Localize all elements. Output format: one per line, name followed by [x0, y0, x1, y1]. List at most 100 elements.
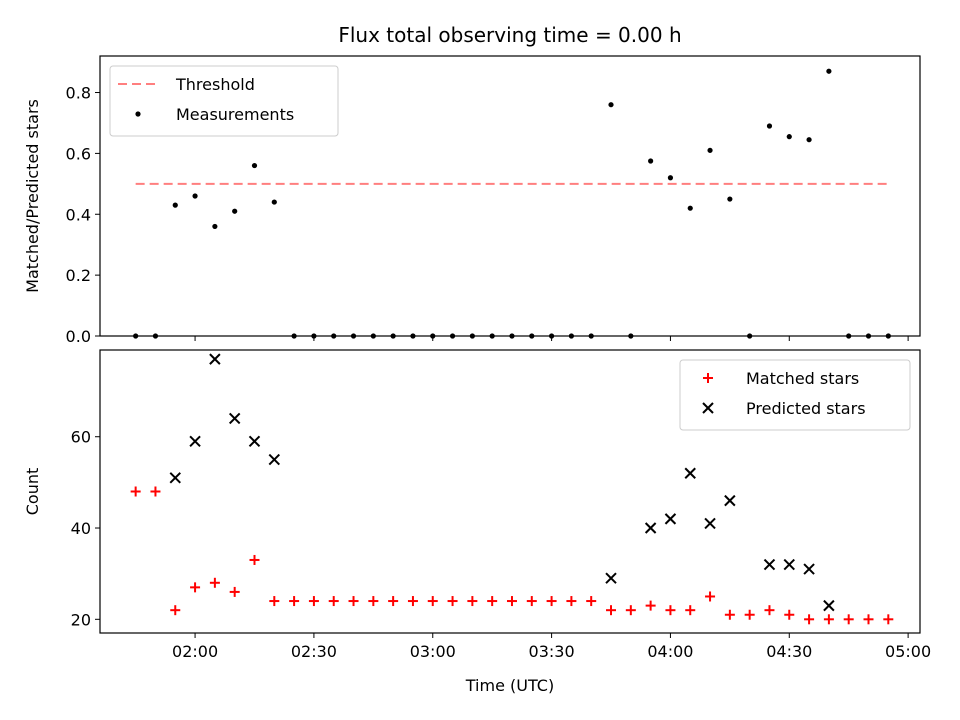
matched-star-point	[209, 577, 220, 588]
x-tick-label: 02:00	[172, 642, 218, 661]
measurement-point	[608, 102, 614, 108]
x-tick-label: 02:30	[291, 642, 337, 661]
legend-label: Measurements	[176, 105, 294, 124]
legend-label: Threshold	[175, 75, 255, 94]
measurement-point	[331, 333, 337, 339]
x-b	[644, 522, 657, 534]
matched-star-point	[190, 582, 201, 593]
predicted-star-point	[228, 412, 241, 425]
y-tick-label: 0.0	[66, 327, 91, 346]
predicted-star-point	[664, 513, 677, 525]
legend: Threshold Measurements	[109, 65, 339, 137]
y-tick-label: 0.4	[66, 205, 91, 224]
y-tick-label: 0.2	[66, 266, 91, 285]
measurement-point	[509, 333, 515, 339]
measurement-point	[707, 147, 713, 153]
x-tick-label: 05:00	[885, 642, 931, 661]
measurement-point	[529, 333, 535, 339]
predicted-star-point	[605, 572, 617, 584]
x-tick-label: 03:30	[529, 642, 575, 661]
measurement-point	[370, 333, 376, 339]
measurement-point	[152, 333, 159, 339]
matched-star-point	[764, 605, 775, 616]
y-tick-label: 40	[71, 519, 91, 538]
measurement-point	[648, 158, 654, 164]
y-tick-label: 20	[71, 610, 91, 629]
predicted-star-point	[684, 467, 696, 479]
measurement-point	[667, 175, 674, 181]
measurement-point	[291, 333, 297, 339]
matched-star-point	[130, 486, 141, 497]
measurement-point	[727, 196, 733, 202]
matched-star-point	[883, 614, 894, 625]
matched-star-point	[705, 591, 716, 602]
x-b	[704, 517, 716, 530]
matched-star-point	[467, 596, 478, 607]
measurement-point	[212, 223, 218, 230]
x-tick-label: 03:00	[410, 642, 456, 661]
predicted-star-point	[763, 558, 776, 571]
matched-star-point	[506, 596, 517, 607]
x-b	[664, 513, 677, 525]
x-b	[169, 472, 181, 484]
matched-star-point	[546, 596, 557, 607]
x-b	[605, 572, 617, 584]
legend-label: Predicted stars	[746, 399, 866, 418]
x-axis-label: Time (UTC)	[465, 676, 554, 695]
measurement-point	[885, 333, 891, 339]
measurement-point	[548, 333, 555, 339]
x-b	[228, 412, 241, 425]
x-b	[684, 467, 696, 479]
matched-star-point	[249, 554, 260, 565]
matched-star-point	[170, 605, 181, 616]
legend-x-swatch	[702, 402, 714, 414]
x-tick-label: 04:30	[766, 642, 812, 661]
y-tick-label: 60	[71, 428, 91, 447]
matched-star-point	[407, 596, 418, 607]
predicted-star-point	[704, 517, 716, 530]
matched-star-point	[487, 596, 498, 607]
matched-star-point	[863, 614, 874, 625]
matched-star-point	[724, 609, 735, 620]
matched-star-point	[526, 596, 537, 607]
x-b	[783, 558, 795, 571]
measurement-point	[192, 193, 198, 199]
measurement-point	[172, 202, 178, 208]
measurement-point	[786, 134, 792, 140]
matched-star-point	[150, 486, 161, 497]
matched-star-point	[368, 596, 379, 607]
measurement-point	[687, 205, 693, 211]
measurement-point	[747, 333, 753, 339]
matched-star-point	[328, 596, 339, 607]
predicted-star-point	[189, 435, 201, 447]
matched-star-point	[388, 596, 399, 607]
measurement-point	[806, 137, 812, 143]
matched-star-point	[427, 596, 438, 607]
matched-star-point	[289, 596, 300, 607]
predicted-star-point	[803, 563, 815, 575]
x-b	[209, 353, 221, 365]
measurement-point	[469, 333, 475, 339]
measurement-point	[568, 333, 575, 339]
predicted-star-point	[724, 494, 736, 507]
matched-star-point	[685, 605, 696, 616]
predicted-star-point	[169, 472, 181, 484]
predicted-star-point	[644, 522, 657, 534]
top-panel: 0.0 0.2 0.4 0.6 0.8 Matched/Predicted stars Th…	[23, 55, 921, 346]
measurement-point	[350, 333, 357, 339]
bottom-panel: 02:00 02:30 03:00 03:30 04:00 04:30 05:00 20 40 6…	[23, 349, 931, 661]
measurement-point	[271, 199, 277, 205]
legend-dot-swatch	[135, 111, 141, 117]
matched-star-point	[308, 596, 319, 607]
matched-star-point	[645, 600, 656, 611]
predicted-star-point	[248, 435, 261, 447]
matched-star-point	[843, 614, 854, 625]
matched-star-point	[606, 605, 617, 616]
matched-star-point	[447, 596, 458, 607]
plot-frame	[99, 349, 921, 634]
y-axis-label: Matched/Predicted stars	[23, 99, 42, 293]
measurement-point	[449, 333, 456, 339]
measurement-point	[588, 333, 594, 339]
measurement-point	[390, 333, 396, 339]
